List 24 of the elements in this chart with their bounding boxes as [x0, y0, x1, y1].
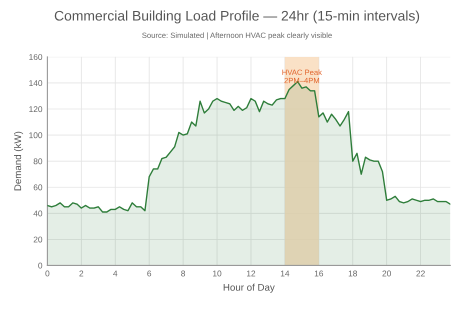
x-tick-label: 12 — [246, 270, 256, 276]
x-tick-label: 6 — [147, 270, 152, 276]
y-tick-label: 60 — [34, 184, 42, 190]
x-tick-label: 14 — [280, 270, 290, 276]
x-tick-label: 22 — [416, 270, 425, 276]
x-tick-label: 4 — [113, 270, 118, 276]
x-tick-label: 16 — [314, 270, 324, 276]
y-tick-label: 120 — [29, 106, 42, 112]
x-axis-title: Hour of Day — [224, 284, 275, 293]
y-axis-title: Demand (kW) — [14, 132, 24, 190]
x-tick-label: 10 — [213, 270, 222, 276]
x-tick-label: 8 — [181, 270, 186, 276]
x-tick-label: 2 — [79, 270, 84, 276]
y-tick-label: 0 — [38, 262, 42, 269]
y-tick-label: 160 — [29, 54, 42, 60]
chart-title: Commercial Building Load Profile — 24hr (15-min intervals) — [54, 10, 420, 24]
x-tick-label: 18 — [348, 270, 358, 276]
y-tick-label: 100 — [29, 132, 42, 138]
y-tick-label: 40 — [33, 210, 42, 216]
x-tick-label: 20 — [382, 270, 391, 276]
x-tick-label: 0 — [45, 270, 50, 276]
y-tick-label: 80 — [34, 158, 42, 164]
y-tick-label: 20 — [34, 236, 42, 242]
y-tick-label: 140 — [29, 80, 42, 86]
